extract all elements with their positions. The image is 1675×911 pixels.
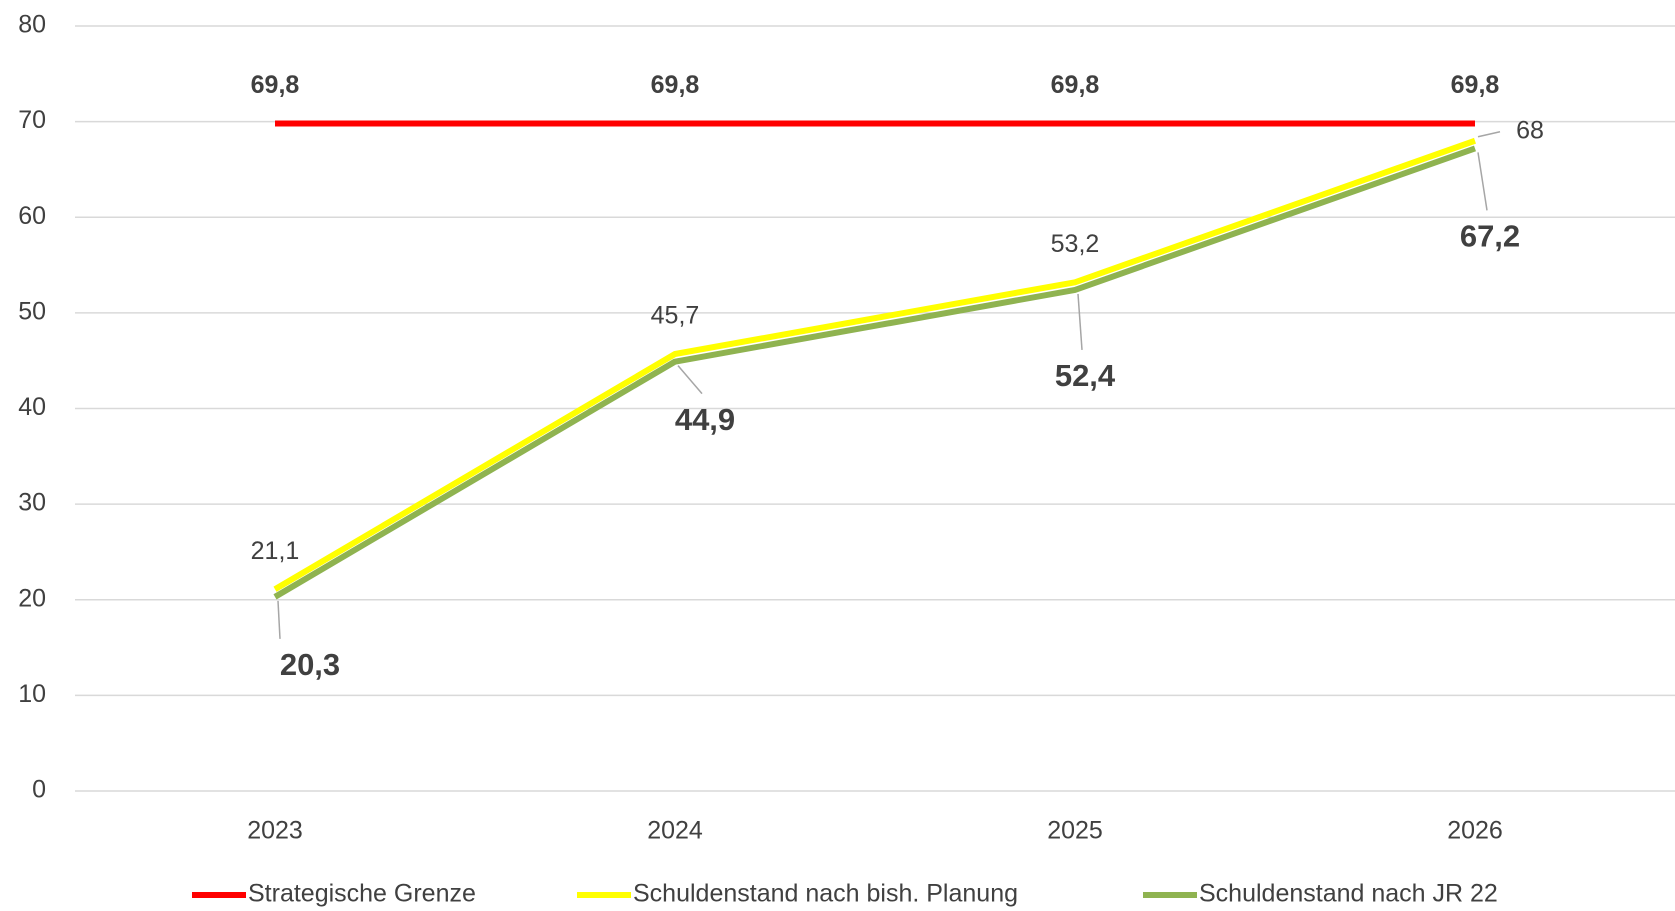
y-tick-label: 10 <box>18 680 46 708</box>
x-tick-label: 2025 <box>1047 817 1103 845</box>
leader-line <box>1477 131 1501 138</box>
data-label: 69,8 <box>1451 71 1500 99</box>
x-tick-label: 2026 <box>1447 817 1503 845</box>
legend-label: Strategische Grenze <box>248 880 476 908</box>
data-label: 21,1 <box>251 537 300 565</box>
data-label: 69,8 <box>651 71 700 99</box>
y-tick-label: 30 <box>18 489 46 517</box>
data-label: 45,7 <box>651 302 700 330</box>
data-label: 68 <box>1516 116 1544 144</box>
data-label: 69,8 <box>1051 71 1100 99</box>
data-label: 67,2 <box>1460 219 1520 254</box>
leader-line <box>1477 152 1488 211</box>
data-label: 53,2 <box>1051 230 1100 258</box>
x-tick-label: 2024 <box>647 817 703 845</box>
data-label: 52,4 <box>1055 358 1116 393</box>
y-tick-label: 80 <box>18 11 46 39</box>
legend-label: Schuldenstand nach bish. Planung <box>633 880 1018 908</box>
series-line <box>273 137 1477 592</box>
data-label: 44,9 <box>675 402 735 437</box>
y-tick-label: 20 <box>18 584 46 612</box>
y-tick-label: 0 <box>32 776 46 804</box>
legend-label: Schuldenstand nach JR 22 <box>1199 880 1498 908</box>
data-label: 20,3 <box>280 647 340 682</box>
data-label: 69,8 <box>251 71 300 99</box>
leader-line <box>677 365 703 395</box>
y-tick-label: 70 <box>18 106 46 134</box>
x-tick-label: 2023 <box>247 817 303 845</box>
series-line <box>273 145 1477 600</box>
leader-line <box>277 600 281 639</box>
leader-line <box>1077 293 1083 350</box>
y-tick-label: 50 <box>18 297 46 325</box>
y-tick-label: 60 <box>18 202 46 230</box>
y-tick-label: 40 <box>18 393 46 421</box>
